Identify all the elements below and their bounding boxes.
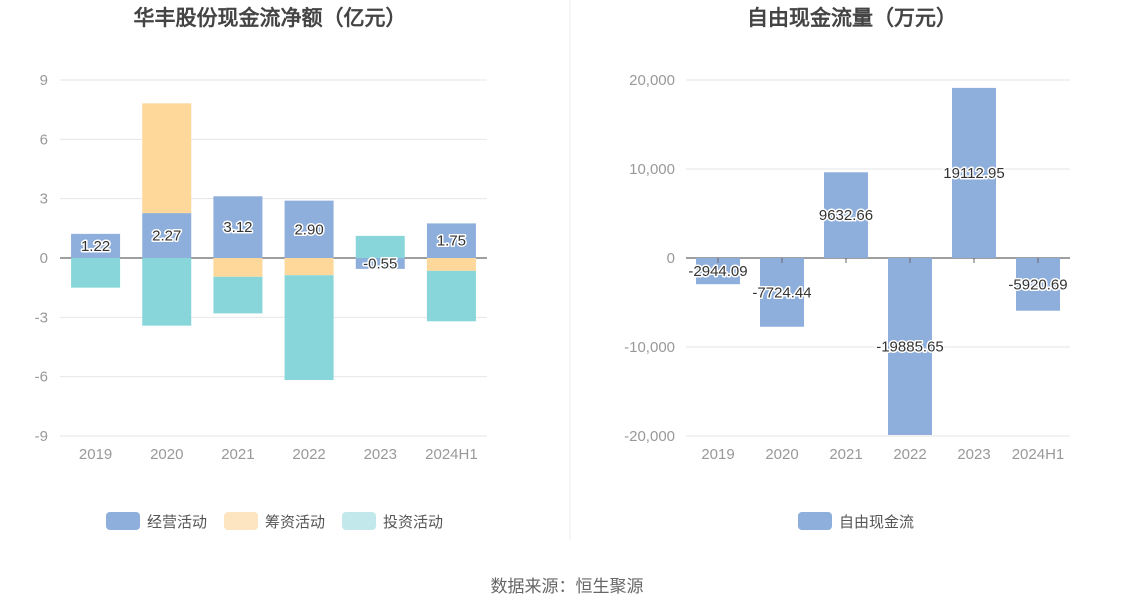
data-labels: -2944.09 -7724.44 9632.66 -19885.65 19112.95… [687,163,1069,357]
y-grid: 20,000 10,000 0 -10,000 -20,000 [624,72,1070,445]
y-tick-label: 10,000 [629,161,675,178]
legend: 经营活动 筹资活动 投资活动 [106,512,443,531]
bar-经营活动 [142,213,192,258]
legend-swatch [106,512,140,530]
x-tick-label: 2019 [701,446,734,463]
legend-swatch [342,512,376,530]
x-tick-label: 2024H1 [425,446,478,463]
y-tick-label: -9 [35,428,48,445]
bar-经营活动 [355,258,405,269]
x-tick-label: 2020 [150,446,183,463]
x-tick-label: 2022 [292,446,325,463]
data-label: -2944.09 [688,263,747,280]
chart-title: 华丰股份现金流净额（亿元） [134,6,407,30]
data-label: 2.27 [152,228,181,245]
bar-投资活动 [426,270,476,322]
bar-投资活动 [284,275,334,381]
x-tick-label: 2024H1 [1012,446,1065,463]
legend: 自由现金流 [798,512,914,531]
legend-label: 投资活动 [383,514,443,531]
bar-投资活动 [71,258,121,288]
legend-label: 经营活动 [147,514,207,531]
data-label: 2.90 [294,221,323,238]
y-tick-label: 20,000 [629,72,675,89]
x-axis: 2019 2020 2021 2022 2023 2024H1 [79,446,478,463]
y-tick-label: 0 [667,250,675,267]
bar-经营活动 [284,200,334,258]
y-tick-label: 3 [40,191,48,208]
x-axis: 2019 2020 2021 2022 2023 2024H1 [701,258,1064,463]
source-note: 数据来源：恒生聚源 [491,577,644,596]
data-label: -5920.69 [1008,276,1067,293]
data-label: -7724.44 [752,284,811,301]
bar-投资活动 [142,258,192,326]
data-label: -0.55 [363,255,397,272]
y-tick-label: -10,000 [624,339,675,356]
bar-自由现金流 [824,172,868,258]
bars [696,87,1060,435]
y-tick-label: 6 [40,131,48,148]
data-label: -19885.65 [876,338,944,355]
x-tick-label: 2020 [765,446,798,463]
bar-自由现金流 [952,87,996,258]
bar-经营活动 [71,233,121,258]
bar-自由现金流 [760,258,804,327]
x-tick-label: 2019 [79,446,112,463]
x-tick-label: 2023 [957,446,990,463]
bar-自由现金流 [1016,258,1060,311]
cash-flow-chart: 华丰股份现金流净额（亿元） 9 6 3 0 -3 -6 -9 1.22 2.27 3.12 2.9… [35,6,487,531]
y-tick-label: 0 [40,250,48,267]
y-grid: 9 6 3 0 -3 -6 -9 [35,72,487,445]
data-label: 19112.95 [943,165,1004,182]
legend-label: 自由现金流 [839,514,914,531]
y-tick-label: -3 [35,309,48,326]
bar-自由现金流 [888,258,932,435]
y-tick-label: 9 [40,72,48,89]
data-label: 1.22 [81,238,110,255]
bar-投资活动 [355,235,405,258]
free-cash-flow-chart: 自由现金流量（万元） 20,000 10,000 0 -10,000 -20,000 -… [624,6,1070,531]
bar-筹资活动 [142,103,192,214]
bar-投资活动 [213,276,263,314]
bars [71,103,476,381]
legend-swatch [798,512,832,530]
bar-筹资活动 [284,258,334,276]
x-tick-label: 2023 [364,446,397,463]
bar-筹资活动 [426,258,476,271]
chart-title: 自由现金流量（万元） [747,6,957,30]
x-tick-label: 2021 [221,446,254,463]
data-label: 3.12 [223,219,252,236]
x-tick-label: 2021 [829,446,862,463]
bar-经营活动 [213,196,263,258]
legend-swatch [224,512,258,530]
data-label: 9632.66 [819,207,873,224]
data-labels: 1.22 2.27 3.12 2.90 -0.55 1.75 [79,218,467,274]
bar-筹资活动 [213,258,263,277]
x-tick-label: 2022 [893,446,926,463]
data-label: 1.75 [437,233,466,250]
legend-label: 筹资活动 [265,514,325,531]
bar-经营活动 [426,223,476,258]
y-tick-label: -6 [35,369,48,386]
y-tick-label: -20,000 [624,428,675,445]
